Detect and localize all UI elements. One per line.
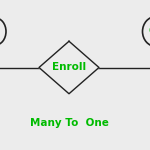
Text: Enroll: Enroll [52,63,86,72]
Text: Many To  One: Many To One [30,118,108,128]
Text: C: C [149,27,150,36]
Polygon shape [39,41,99,94]
